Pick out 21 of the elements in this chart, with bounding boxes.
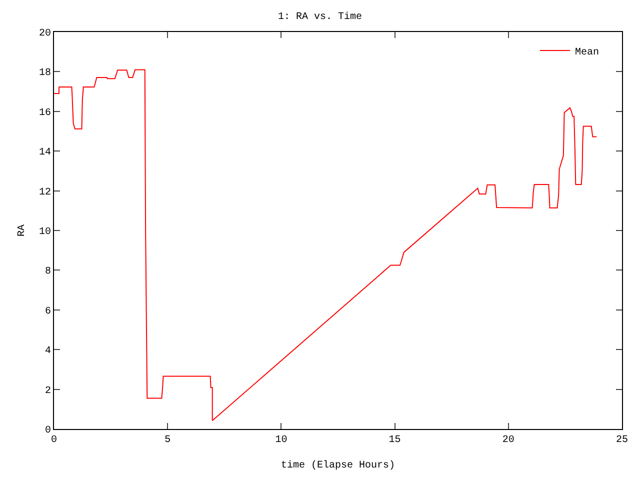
y-tick-label: 20	[38, 28, 51, 40]
y-tick-label: 12	[38, 187, 51, 198]
y-tick-label: 6	[44, 306, 51, 318]
x-axis-title: time (Elapse Hours)	[280, 460, 396, 472]
chart-title: 1: RA vs. Time	[278, 11, 362, 23]
y-tick-label: 14	[38, 148, 51, 159]
y-tick-label: 4	[44, 346, 51, 358]
x-tick-label: 20	[502, 435, 514, 446]
legend-label: Mean	[574, 47, 599, 58]
x-tick-label: 10	[275, 435, 288, 446]
y-tick-label: 2	[44, 386, 51, 397]
y-tick-label: 0	[44, 426, 51, 436]
x-tick-label: 5	[164, 435, 171, 446]
x-tick-label: 15	[388, 435, 401, 446]
line-series	[54, 69, 598, 422]
y-tick-label: 8	[44, 266, 51, 278]
y-tick-label: 16	[38, 108, 51, 119]
y-axis-title: RA	[16, 224, 28, 237]
y-tick-label: 18	[38, 68, 51, 80]
y-tick-label: 10	[38, 227, 51, 238]
x-tick-label: 25	[616, 435, 628, 446]
